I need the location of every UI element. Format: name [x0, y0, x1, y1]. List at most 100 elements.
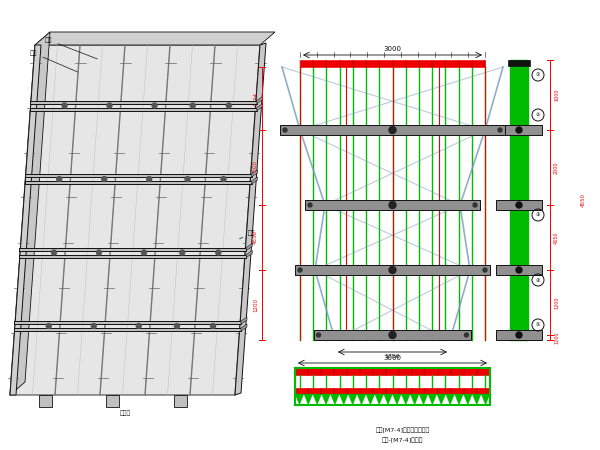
Polygon shape [322, 394, 331, 405]
Circle shape [91, 324, 96, 328]
Polygon shape [25, 181, 251, 184]
Polygon shape [481, 394, 490, 405]
Circle shape [185, 176, 190, 181]
Circle shape [389, 126, 396, 134]
Polygon shape [472, 394, 481, 405]
Bar [300, 60, 485, 67]
Polygon shape [30, 108, 257, 111]
Polygon shape [401, 394, 410, 405]
Circle shape [52, 250, 56, 255]
Polygon shape [295, 394, 304, 405]
Circle shape [298, 268, 302, 272]
Text: ⑤: ⑤ [536, 323, 540, 328]
Circle shape [107, 103, 112, 108]
Text: 4550: 4550 [253, 230, 258, 244]
Circle shape [152, 103, 157, 108]
Polygon shape [14, 321, 241, 324]
Circle shape [136, 324, 141, 328]
Text: ④: ④ [536, 278, 540, 283]
Circle shape [498, 128, 502, 132]
Polygon shape [10, 32, 50, 395]
Text: 止水带: 止水带 [112, 400, 131, 416]
Circle shape [308, 203, 312, 207]
Bar [496, 125, 542, 135]
Text: ①: ① [536, 72, 540, 77]
Circle shape [516, 267, 522, 273]
Circle shape [389, 202, 396, 208]
Text: 1000: 1000 [554, 89, 559, 101]
Circle shape [473, 203, 477, 207]
Polygon shape [25, 174, 251, 177]
Circle shape [389, 332, 396, 338]
Text: ③: ③ [536, 212, 540, 217]
Circle shape [283, 128, 287, 132]
Circle shape [57, 176, 62, 181]
Bar [496, 200, 542, 210]
Text: 桥墩-[M7-4]平面图: 桥墩-[M7-4]平面图 [382, 437, 423, 443]
Polygon shape [410, 394, 419, 405]
Bar [508, 60, 530, 66]
Text: 1524: 1524 [253, 91, 258, 105]
Text: 3000: 3000 [383, 355, 401, 361]
Polygon shape [30, 100, 257, 104]
Bar [295, 265, 490, 275]
Bar [295, 388, 490, 394]
Circle shape [226, 103, 231, 108]
Polygon shape [241, 317, 247, 324]
Bar [295, 368, 490, 405]
Circle shape [46, 324, 51, 328]
Polygon shape [455, 394, 463, 405]
Polygon shape [331, 394, 340, 405]
Polygon shape [446, 394, 455, 405]
Polygon shape [14, 328, 241, 331]
Polygon shape [437, 394, 446, 405]
Polygon shape [419, 394, 428, 405]
Text: 1200: 1200 [554, 331, 559, 344]
Bar [295, 368, 490, 375]
Circle shape [211, 324, 215, 328]
Polygon shape [340, 394, 348, 405]
Circle shape [464, 333, 469, 337]
Circle shape [190, 103, 195, 108]
Circle shape [102, 176, 107, 181]
Text: 龙骨: 龙骨 [30, 50, 77, 72]
Polygon shape [463, 394, 472, 405]
Polygon shape [246, 243, 252, 251]
Circle shape [483, 268, 487, 272]
Circle shape [221, 176, 226, 181]
Polygon shape [304, 394, 313, 405]
Polygon shape [35, 32, 275, 45]
Circle shape [175, 324, 179, 328]
Text: 1200: 1200 [253, 298, 258, 312]
Polygon shape [383, 394, 392, 405]
Polygon shape [10, 45, 41, 395]
Circle shape [147, 176, 152, 181]
Bar [496, 330, 542, 340]
Circle shape [62, 103, 67, 108]
Text: 3000: 3000 [383, 46, 401, 52]
Circle shape [97, 250, 101, 255]
Text: 1756: 1756 [385, 354, 400, 359]
Text: 桥墩[M7-4]模板展开示意图: 桥墩[M7-4]模板展开示意图 [376, 427, 430, 433]
Text: 2000: 2000 [554, 161, 559, 174]
Polygon shape [19, 255, 246, 257]
Circle shape [180, 250, 185, 255]
Polygon shape [257, 104, 263, 111]
Circle shape [516, 332, 522, 338]
Circle shape [389, 266, 396, 274]
Polygon shape [357, 394, 366, 405]
Text: 4550: 4550 [554, 231, 559, 244]
Polygon shape [10, 45, 260, 395]
Bar [508, 334, 530, 340]
Polygon shape [375, 394, 383, 405]
Polygon shape [313, 394, 322, 405]
Polygon shape [428, 394, 437, 405]
Circle shape [142, 250, 146, 255]
Circle shape [317, 333, 320, 337]
Circle shape [216, 250, 221, 255]
Circle shape [516, 127, 522, 133]
Polygon shape [19, 248, 246, 251]
Polygon shape [235, 43, 266, 395]
Polygon shape [392, 394, 401, 405]
Text: ②: ② [536, 112, 540, 117]
